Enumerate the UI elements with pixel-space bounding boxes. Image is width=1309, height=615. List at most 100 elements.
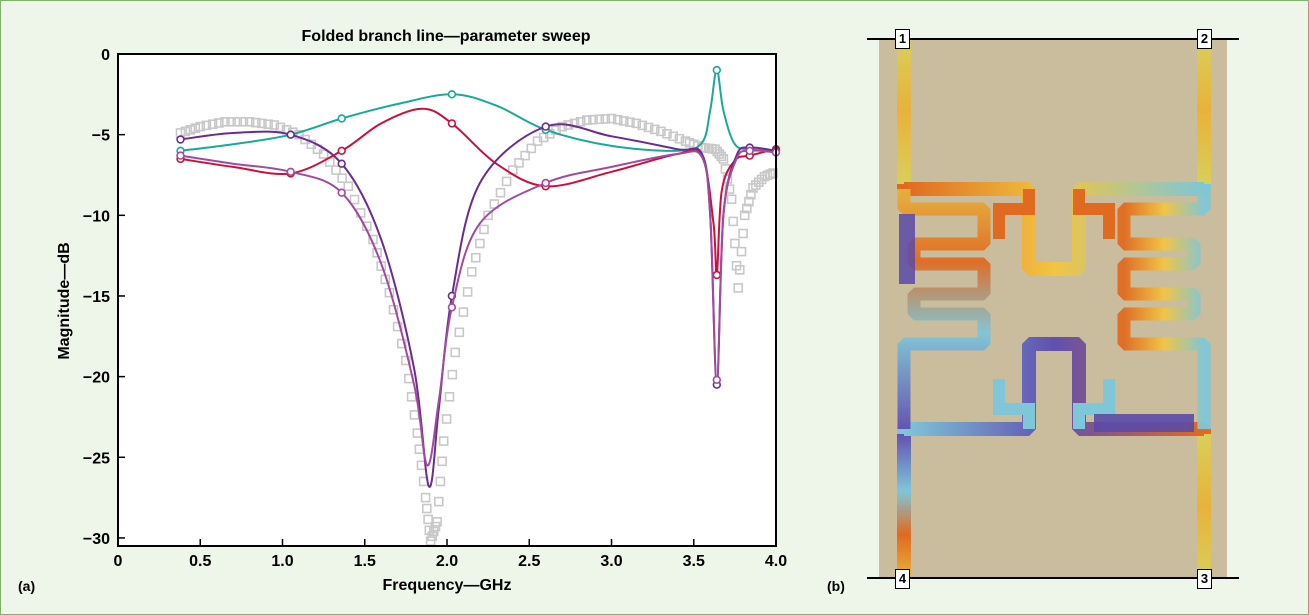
measured-point [232, 117, 243, 127]
measured-point [728, 216, 739, 227]
x-tick-label: 2.0 [436, 553, 458, 570]
current-density-map [897, 39, 1211, 579]
y-tick-label: 0 [101, 47, 110, 64]
y-axis-label: Magnitude—dB [56, 242, 73, 359]
measured-point [444, 391, 455, 402]
measured-point [495, 187, 506, 198]
measured-point [718, 154, 729, 164]
measured-point [428, 526, 439, 537]
measured-point [662, 129, 672, 139]
data-point-magenta [176, 151, 185, 160]
chart-title: Folded branch line—parameter sweep [302, 28, 591, 45]
y-tick-label: −10 [83, 208, 110, 225]
measured-point [600, 114, 611, 124]
axes-group: 0 0.5 1.0 1.5 2.0 2.5 3.0 3.5 4.0 0 −5 −10 −15 −20 −25… [83, 47, 787, 570]
data-point-red [712, 270, 721, 280]
measured-point [514, 158, 524, 168]
measured-point [462, 287, 473, 297]
measured-point [674, 133, 685, 144]
x-tick-label: 3.0 [600, 553, 622, 570]
branch-line-layout [879, 39, 1227, 579]
measured-point [392, 321, 403, 332]
panel-a-label: (a) [18, 578, 36, 594]
measured-point [269, 120, 280, 130]
data-point-teal [712, 65, 721, 75]
measured-point [606, 113, 617, 124]
measured-point [575, 117, 586, 127]
plot-area [118, 54, 776, 546]
measured-point [625, 117, 635, 127]
port-line-bottom [867, 577, 1239, 579]
x-tick-label: 1.5 [354, 553, 376, 570]
measured-point [447, 369, 458, 380]
measured-point [207, 119, 218, 129]
measured-point [349, 194, 360, 205]
measured-point [466, 266, 477, 277]
measured-point [257, 118, 267, 129]
measured-point [734, 264, 745, 275]
x-axis-label: Frequency—GHz [383, 577, 512, 594]
measured-point [433, 496, 444, 507]
measured-point [762, 170, 773, 181]
measured-point [569, 118, 580, 129]
data-point-purple [176, 135, 185, 144]
measured-point [214, 118, 224, 128]
measured-point [618, 116, 629, 126]
measured-point [226, 117, 236, 127]
measured-point [750, 180, 761, 190]
measured-point [753, 177, 764, 187]
measured-point [668, 131, 679, 142]
x-tick-label: 4.0 [765, 553, 787, 570]
x-tick-label: 1.0 [271, 553, 293, 570]
measured-point [450, 347, 461, 358]
measured-point [479, 224, 489, 235]
measured-point [501, 176, 512, 187]
measured-point [185, 125, 196, 135]
measured-point [526, 143, 537, 154]
measured-point [372, 248, 382, 258]
measured-point [475, 238, 485, 249]
measured-point [180, 126, 191, 137]
measured-point [195, 121, 206, 132]
measured-point [294, 129, 304, 140]
y-tick-label: −20 [83, 370, 110, 387]
x-tick-label: 0.5 [189, 553, 211, 570]
measured-point [435, 476, 446, 487]
measured-point [744, 196, 754, 207]
measured-point [483, 210, 493, 221]
x-tick-label: 3.5 [683, 553, 705, 570]
sweep-chart: Folded branch line—parameter sweep 0 0.5 1… [56, 28, 787, 594]
measured-point [396, 338, 407, 349]
measured-point [275, 122, 286, 133]
plot-background [118, 54, 776, 546]
measured-point [420, 492, 431, 503]
measured-point [612, 114, 623, 125]
measured-point [643, 122, 654, 133]
measured-point [765, 169, 776, 179]
measured-point [748, 183, 758, 193]
measured-point [263, 119, 273, 129]
series-line-teal [180, 69, 777, 152]
data-point-purple [541, 122, 550, 131]
data-point-red [337, 146, 346, 156]
measured-point [741, 203, 752, 214]
data-point-magenta [337, 188, 346, 197]
measured-point [401, 355, 411, 366]
measured-point [736, 246, 747, 257]
panel-b-label: (b) [827, 578, 845, 594]
measured-point [733, 283, 744, 293]
port-4-label: 4 [895, 569, 910, 589]
y-tick-label: −25 [83, 450, 110, 467]
measured-point [738, 228, 748, 239]
measured-point [581, 115, 592, 125]
port-2-label: 2 [1197, 29, 1212, 49]
x-tick-label: 2.5 [518, 553, 540, 570]
port-1-label: 1 [895, 29, 910, 49]
data-point-purple [286, 130, 295, 139]
data-point-teal [447, 90, 457, 99]
measured-point [557, 121, 568, 132]
measured-point [238, 117, 249, 127]
measured-point [656, 126, 666, 137]
measured-point [768, 168, 778, 178]
measured-point [730, 238, 740, 249]
